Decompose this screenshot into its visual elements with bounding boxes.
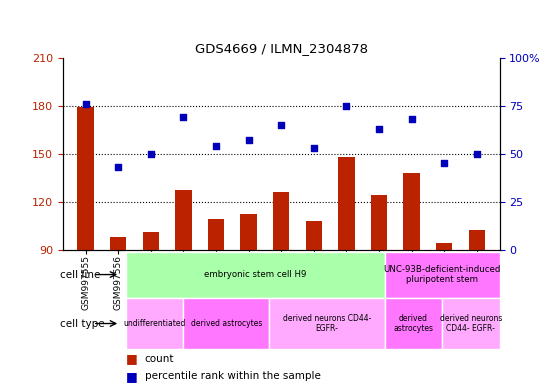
Bar	[384, 252, 500, 298]
Text: ■: ■	[126, 370, 138, 383]
Text: cell line: cell line	[60, 270, 104, 280]
Text: derived
astrocytes: derived astrocytes	[393, 314, 434, 333]
Title: GDS4669 / ILMN_2304878: GDS4669 / ILMN_2304878	[195, 42, 367, 55]
Text: undifferentiated: undifferentiated	[123, 319, 186, 328]
Bar	[126, 252, 384, 298]
Bar	[240, 214, 257, 250]
Text: derived neurons
CD44- EGFR-: derived neurons CD44- EGFR-	[440, 314, 502, 333]
Point	[375, 126, 383, 132]
Point	[472, 151, 481, 157]
Bar	[78, 107, 94, 250]
Bar	[371, 195, 387, 250]
Bar	[126, 298, 183, 349]
Bar	[306, 221, 322, 250]
Point	[277, 122, 286, 128]
Text: derived astrocytes: derived astrocytes	[191, 319, 262, 328]
Bar	[338, 157, 354, 250]
Bar	[110, 237, 126, 250]
Bar	[468, 230, 485, 250]
Point	[81, 101, 90, 107]
Point	[244, 137, 253, 143]
Text: derived neurons CD44-
EGFR-: derived neurons CD44- EGFR-	[283, 314, 371, 333]
Point	[440, 160, 449, 166]
Bar	[273, 192, 289, 250]
Point	[407, 116, 416, 122]
Text: percentile rank within the sample: percentile rank within the sample	[145, 371, 321, 381]
Text: UNC-93B-deficient-induced
pluripotent stem: UNC-93B-deficient-induced pluripotent st…	[383, 265, 501, 284]
Bar	[442, 298, 500, 349]
Point	[342, 103, 351, 109]
Point	[179, 114, 188, 120]
Bar	[208, 219, 224, 250]
Bar	[403, 173, 420, 250]
Bar	[436, 243, 452, 250]
Bar	[269, 298, 384, 349]
Text: cell type: cell type	[60, 318, 108, 329]
Point	[146, 151, 155, 157]
Point	[310, 145, 318, 151]
Bar	[183, 298, 269, 349]
Text: embryonic stem cell H9: embryonic stem cell H9	[204, 270, 306, 279]
Point	[212, 143, 221, 149]
Bar	[143, 232, 159, 250]
Text: ■: ■	[126, 353, 138, 366]
Bar	[384, 298, 442, 349]
Bar	[175, 190, 192, 250]
Text: count: count	[145, 354, 174, 364]
Point	[114, 164, 122, 170]
